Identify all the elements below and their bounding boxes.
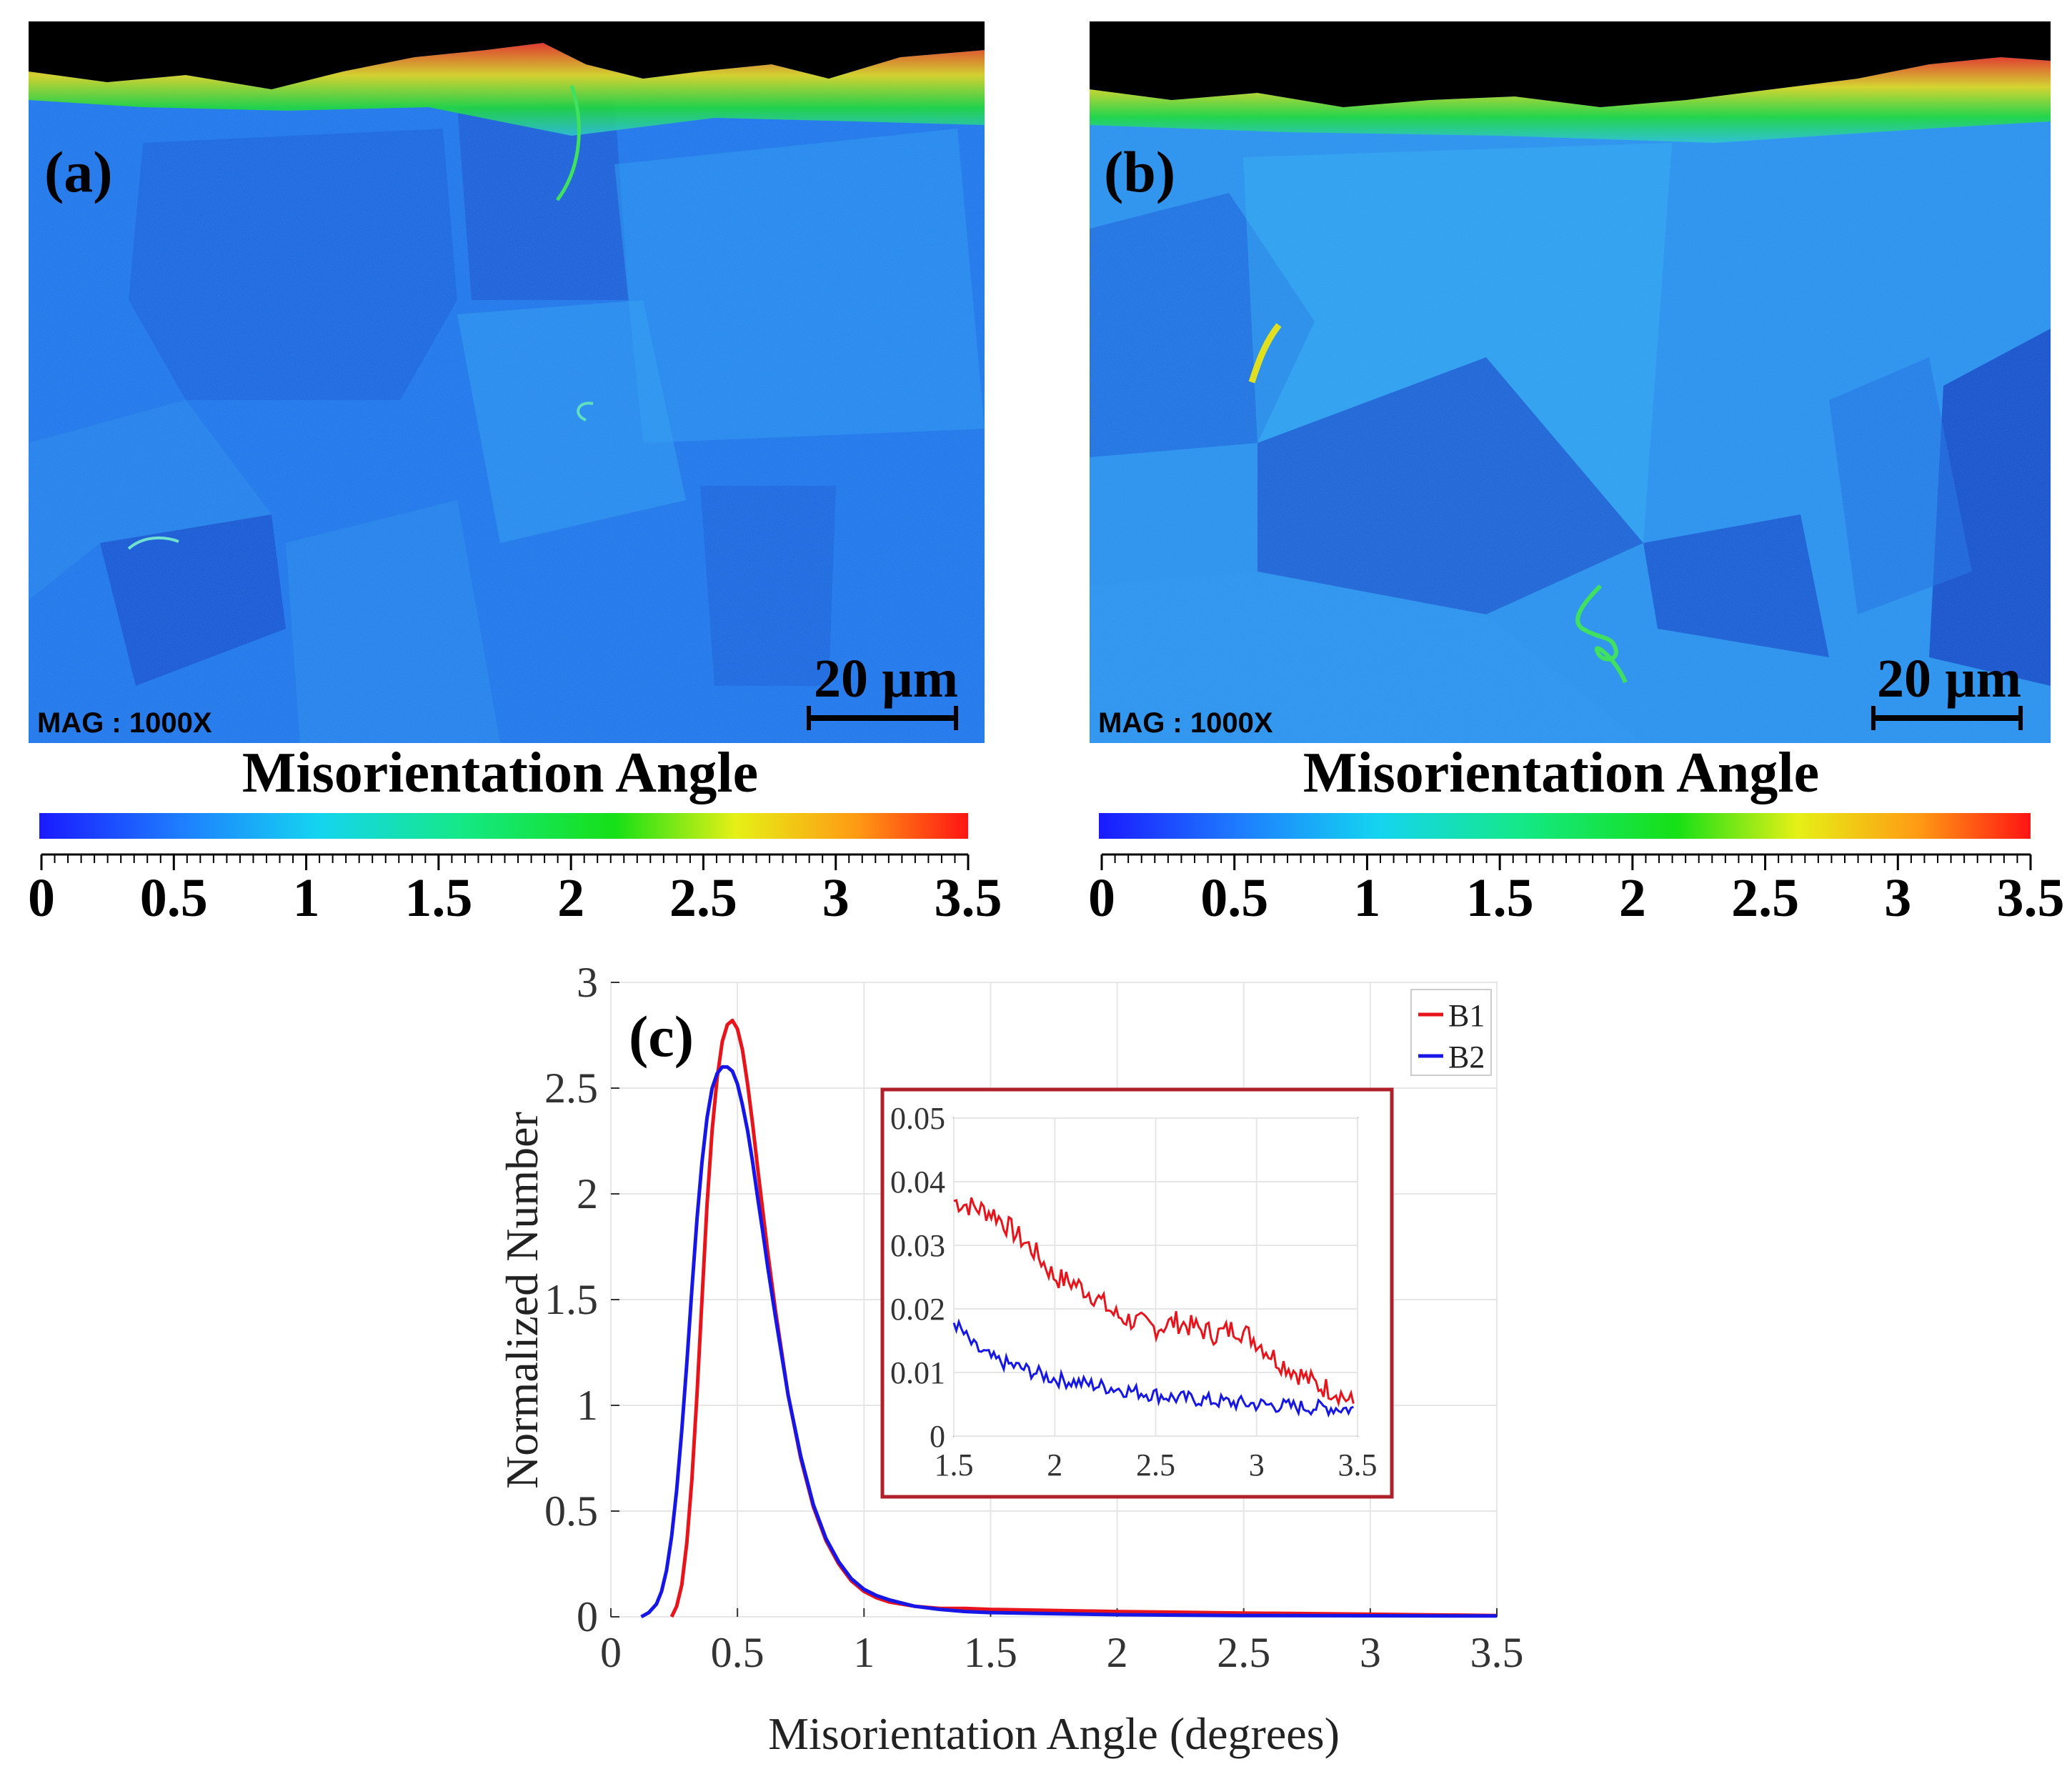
map-a-top-void	[29, 21, 985, 89]
inset-y-tick-label: 0.02	[890, 1292, 945, 1327]
legend-label-b1: B1	[1448, 998, 1485, 1033]
colorbar-tick-label: 1.5	[404, 868, 472, 928]
surface-deformed-layer	[1090, 57, 2051, 143]
y-tick-label: 2.5	[544, 1065, 598, 1112]
map-a	[29, 21, 985, 743]
colorbar-tick-label: 1	[1353, 868, 1380, 928]
x-tick-label: 2	[1107, 1629, 1128, 1676]
legend: B1 B2	[1410, 989, 1492, 1076]
map-b	[1090, 21, 2051, 743]
inset-x-tick-label: 3.5	[1338, 1447, 1378, 1482]
scale-bar	[1871, 706, 2023, 730]
panel-b-label: (b)	[1104, 139, 1175, 204]
inset-y-tick-label: 0.01	[890, 1355, 945, 1390]
colorbar-tick-label: 3	[822, 868, 850, 928]
y-tick-label: 3	[577, 959, 598, 1006]
inset-y-tick-label: 0.04	[890, 1165, 945, 1200]
inset-series	[952, 1197, 1355, 1418]
inset-y-tick-label: 0	[930, 1419, 945, 1454]
colorbar-tick-label: 2	[557, 868, 584, 928]
colorbar-tick-label: 1.5	[1466, 868, 1534, 928]
colorbar-tick-label: 3.5	[1997, 868, 2065, 928]
inset-x-tick-label: 2.5	[1136, 1447, 1175, 1482]
inset-series-line-b2	[952, 1318, 1354, 1418]
colorbar-axis: 0 0.5 1 1.5 2 2.5 3 3.5	[28, 853, 1002, 928]
colorbar-tick-label: 3.5	[935, 868, 1002, 928]
x-tick-label: 1	[853, 1629, 875, 1676]
deformation-band	[555, 85, 581, 201]
x-tick-label: 1.5	[964, 1629, 1017, 1676]
colorbar-title: Misorientation Angle	[242, 742, 758, 804]
colorbar-tick-label: 0.5	[1200, 868, 1268, 928]
y-tick-label: 0	[577, 1593, 598, 1640]
series-line-b2	[640, 1065, 1498, 1619]
colorbar-tick-label: 2.5	[669, 868, 737, 928]
panel-a: (a) MAG : 1000X 20 µm Misorientation Ang…	[28, 21, 1002, 928]
y-tick-label: 2	[577, 1170, 598, 1217]
scale-bar-label: 20 µm	[1877, 649, 2021, 709]
deformation-band	[1248, 323, 1282, 384]
colorbar-tick-label: 2.5	[1731, 868, 1799, 928]
colorbar-tick-label: 3	[1884, 868, 1911, 928]
legend-label-b2: B2	[1448, 1040, 1485, 1075]
y-tick-label: 0.5	[544, 1488, 598, 1535]
series	[640, 1018, 1498, 1619]
inset-axes: 1.5 2 2.5 3 3.5 0 0.01 0.02 0.03 0.04 0.05	[890, 1101, 1378, 1482]
deformation-band	[127, 536, 179, 550]
panel-b: (b) MAG : 1000X 20 µm Misorientation Ang…	[1088, 21, 2065, 928]
map-a-texture	[29, 21, 985, 743]
y-tick-label: 1.5	[544, 1276, 598, 1323]
x-tick-label: 3.5	[1470, 1629, 1524, 1676]
deformation-band	[577, 402, 594, 422]
map-b-texture	[1090, 21, 2051, 743]
y-tick-label: 1	[577, 1382, 598, 1429]
inset-chart: 1.5 2 2.5 3 3.5 0 0.01 0.02 0.03 0.04 0.05	[880, 1087, 1394, 1499]
series-line-b1	[669, 1018, 1498, 1618]
colorbar-axis: 0 0.5 1 1.5 2 2.5 3 3.5	[1088, 853, 2065, 928]
x-tick-label: 2.5	[1217, 1629, 1270, 1676]
deformation-band	[1575, 584, 1628, 684]
inset-x-tick-label: 1.5	[935, 1447, 974, 1482]
colorbar	[1099, 813, 2031, 839]
colorbar-tick-label: 0.5	[140, 868, 208, 928]
mag-label: MAG : 1000X	[1098, 707, 1273, 739]
surface-deformed-layer	[29, 43, 985, 136]
inset-grid	[953, 1117, 1358, 1437]
inset-y-tick-label: 0.03	[890, 1228, 945, 1263]
colorbar-tick-label: 2	[1619, 868, 1646, 928]
inset-series-line-b1	[953, 1197, 1355, 1407]
x-axis-label: Misorientation Angle (degrees)	[768, 1708, 1340, 1759]
x-tick-label: 3	[1360, 1629, 1381, 1676]
colorbar-tick-label: 0	[1088, 868, 1115, 928]
panel-a-label: (a)	[44, 139, 113, 204]
colorbar-title: Misorientation Angle	[1303, 742, 1819, 804]
axes: 0 0.5 1 1.5 2 2.5 3 3.5 0 0.5 1 1.5 2 2.5 3	[544, 959, 1524, 1676]
scale-bar	[807, 706, 958, 730]
panel-c-chart: 0 0.5 1 1.5 2 2.5 3 3.5 0 0.5 1 1.5 2 2.5 3 (c) Misori…	[497, 959, 1524, 1759]
inset-x-tick-label: 2	[1047, 1447, 1062, 1482]
inset-x-tick-label: 3	[1249, 1447, 1265, 1482]
mag-label: MAG : 1000X	[37, 707, 212, 739]
colorbar	[39, 813, 968, 839]
y-axis-label: Normalized Number	[497, 1112, 547, 1489]
legend-box	[1410, 989, 1492, 1076]
map-b-top-void	[1090, 21, 2051, 107]
colorbar-tick-label: 0	[28, 868, 55, 928]
colorbar-tick-label: 1	[293, 868, 320, 928]
scale-bar-label: 20 µm	[814, 649, 958, 709]
panel-c-label: (c)	[629, 1004, 694, 1069]
inset-y-tick-label: 0.05	[890, 1101, 945, 1136]
x-tick-label: 0	[600, 1629, 622, 1676]
x-tick-label: 0.5	[711, 1629, 764, 1676]
